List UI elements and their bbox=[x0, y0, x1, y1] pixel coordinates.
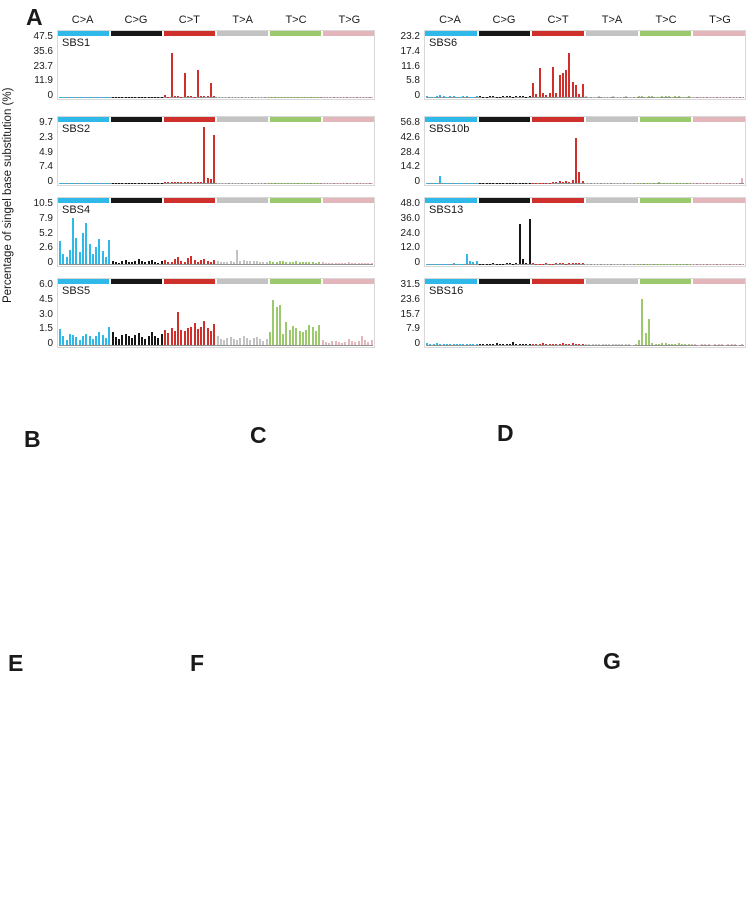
panel-e-label: E bbox=[8, 650, 24, 676]
signature-title: SBS16 bbox=[429, 285, 464, 297]
signature-title: SBS1 bbox=[62, 37, 91, 49]
category-header-TtoG: T>G bbox=[709, 14, 731, 26]
y-tick-label: 4.9 bbox=[39, 146, 53, 158]
y-tick-label: 0 bbox=[414, 90, 420, 102]
category-header-TtoG: T>G bbox=[338, 14, 361, 26]
category-header-CtoG: C>G bbox=[124, 14, 148, 26]
y-tick-label: 56.8 bbox=[400, 117, 420, 128]
panel-f-label: F bbox=[190, 650, 205, 676]
panel-f-boxplots bbox=[185, 648, 585, 917]
y-tick-label: 7.9 bbox=[406, 323, 420, 335]
y-tick-label: 5.8 bbox=[406, 75, 420, 87]
category-header-CtoT: C>T bbox=[547, 14, 569, 26]
signature-title: SBS13 bbox=[429, 204, 464, 216]
category-header-TtoC: T>C bbox=[285, 14, 307, 26]
signature-chart-sbs4: SBS4 10.5 7.9 5.2 2.6 0 bbox=[34, 197, 375, 268]
y-tick-label: 11.6 bbox=[401, 60, 420, 72]
y-tick-label: 28.4 bbox=[400, 146, 420, 158]
y-tick-label: 0 bbox=[47, 257, 53, 269]
signature-chart-sbs16: SBS16 31.5 23.6 15.7 7.9 0 bbox=[401, 278, 746, 349]
panel-e-boxplot bbox=[5, 648, 185, 917]
panel-g-violins bbox=[595, 648, 753, 917]
y-tick-label: 0 bbox=[414, 176, 420, 188]
y-tick-label: 9.7 bbox=[39, 117, 53, 128]
y-tick-label: 48.0 bbox=[400, 198, 420, 209]
y-tick-label: 10.5 bbox=[33, 198, 53, 209]
category-header-TtoA: T>A bbox=[601, 14, 623, 26]
signature-title: SBS5 bbox=[62, 285, 91, 297]
y-tick-label: 7.9 bbox=[39, 212, 53, 224]
y-tick-label: 31.5 bbox=[400, 279, 420, 290]
category-header-CtoT: C>T bbox=[178, 14, 200, 26]
y-tick-label: 2.6 bbox=[39, 242, 53, 254]
y-tick-label: 42.6 bbox=[400, 131, 420, 143]
y-tick-label: 0 bbox=[47, 338, 53, 350]
y-tick-label: 23.7 bbox=[33, 60, 53, 72]
y-tick-label: 11.9 bbox=[34, 75, 53, 87]
y-tick-label: 5.2 bbox=[39, 227, 53, 239]
y-tick-label: 2.3 bbox=[39, 131, 53, 143]
y-tick-label: 23.6 bbox=[400, 293, 420, 305]
y-tick-label: 4.5 bbox=[39, 293, 53, 305]
signature-chart-sbs13: SBS13 48.0 36.0 24.0 12.0 0 bbox=[401, 197, 746, 268]
panel-b-label: B bbox=[24, 426, 41, 452]
y-tick-label: 6.0 bbox=[39, 279, 53, 290]
y-tick-label: 17.4 bbox=[400, 45, 420, 57]
y-tick-label: 0 bbox=[414, 338, 420, 350]
category-header-TtoC: T>C bbox=[655, 14, 677, 26]
y-tick-label: 36.0 bbox=[400, 212, 420, 224]
category-header-CtoG: C>G bbox=[492, 14, 516, 26]
y-tick-label: 15.7 bbox=[400, 308, 420, 320]
y-tick-label: 14.2 bbox=[400, 161, 420, 173]
y-tick-label: 23.2 bbox=[400, 31, 420, 42]
panel-c-scatter bbox=[255, 430, 490, 650]
signature-title: SBS4 bbox=[62, 204, 91, 216]
signature-chart-sbs10b: SBS10b 56.8 42.6 28.4 14.2 0 bbox=[401, 116, 746, 187]
panel-d-scatter bbox=[495, 420, 753, 655]
panel-a-label: A bbox=[26, 4, 43, 30]
y-tick-label: 1.5 bbox=[39, 323, 53, 335]
signature-chart-sbs6: SBS6 23.2 17.4 11.6 5.8 0 bbox=[401, 30, 746, 101]
panel-c-label: C bbox=[250, 422, 267, 448]
panel-d-label: D bbox=[497, 420, 514, 446]
signature-title: SBS10b bbox=[429, 123, 470, 135]
y-tick-label: 35.6 bbox=[33, 45, 53, 57]
signature-title: SBS2 bbox=[62, 123, 91, 135]
signature-title: SBS6 bbox=[429, 37, 458, 49]
category-header-CtoA: C>A bbox=[439, 14, 461, 26]
y-tick-label: 12.0 bbox=[400, 242, 420, 254]
category-header-CtoA: C>A bbox=[71, 14, 94, 26]
signature-chart-sbs2: SBS2 9.7 2.3 4.9 7.4 0 bbox=[39, 116, 375, 187]
panel-g-label: G bbox=[603, 648, 621, 674]
y-tick-label: 0 bbox=[47, 176, 53, 188]
y-tick-label: 0 bbox=[414, 257, 420, 269]
y-tick-label: 7.4 bbox=[39, 161, 53, 173]
y-tick-label: 3.0 bbox=[39, 308, 53, 320]
category-header-TtoA: T>A bbox=[232, 14, 253, 26]
y-tick-label: 0 bbox=[47, 90, 53, 102]
y-tick-label: 47.5 bbox=[33, 31, 53, 42]
y-tick-label: 24.0 bbox=[400, 227, 420, 239]
signature-chart-sbs1: SBS1 47.5 35.6 23.7 11.9 0 bbox=[34, 30, 375, 101]
signature-chart-sbs5: SBS5 6.0 4.5 3.0 1.5 0 bbox=[39, 278, 375, 349]
